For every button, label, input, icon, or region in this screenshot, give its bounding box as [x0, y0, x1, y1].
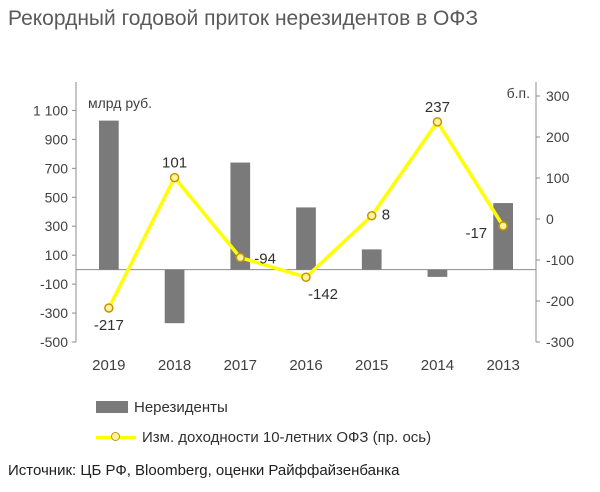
- bar: [296, 207, 316, 270]
- left-tick-label: -500: [40, 334, 68, 350]
- left-tick-label: 700: [45, 160, 69, 176]
- data-label: 8: [382, 207, 390, 224]
- line-series: [104, 117, 508, 313]
- left-tick-label: -300: [40, 305, 68, 321]
- category-label: 2014: [421, 357, 454, 374]
- legend-item-bars: Нерезиденты: [96, 396, 431, 418]
- data-label: 237: [425, 99, 450, 116]
- line-point: [104, 303, 114, 313]
- chart-title: Рекордный годовой приток нерезидентов в …: [8, 7, 479, 30]
- source-note: Источник: ЦБ РФ, Bloomberg, оценки Райфф…: [8, 462, 400, 479]
- right-tick-label: -100: [546, 252, 574, 268]
- data-label: 101: [162, 155, 187, 172]
- chart-labels: -217 101 -94 -142 8 237 -17: [94, 99, 487, 334]
- legend-swatch-line: [96, 430, 136, 444]
- right-tick-label: -300: [546, 334, 574, 350]
- left-axis-unit: млрд руб.: [88, 95, 152, 111]
- bar: [164, 269, 185, 324]
- chart-legend: Нерезиденты Изм. доходности 10-летних ОФ…: [96, 396, 431, 456]
- left-tick-label: 100: [45, 247, 69, 263]
- left-tick-label: -100: [40, 276, 68, 292]
- legend-item-line: Изм. доходности 10-летних ОФЗ (пр. ось): [96, 426, 431, 448]
- bar: [427, 269, 448, 277]
- bar: [230, 162, 251, 270]
- chart-axes: 1 100 900 700 500 300 100 -100 -300 -500 млрд руб…: [33, 82, 574, 374]
- category-label: 2015: [355, 357, 388, 374]
- right-tick-label: 100: [546, 170, 570, 186]
- bar: [99, 120, 119, 270]
- right-tick-label: 200: [546, 129, 570, 145]
- left-tick-label: 300: [45, 218, 69, 234]
- right-tick-label: 300: [546, 88, 570, 104]
- left-tick-label: 1 100: [33, 102, 68, 118]
- right-tick-label: 0: [546, 211, 554, 227]
- left-tick-label: 900: [45, 131, 69, 147]
- bar-series: [99, 120, 513, 324]
- category-label: 2017: [224, 357, 257, 374]
- line-point: [301, 272, 311, 282]
- data-label: -94: [254, 251, 276, 268]
- category-label: 2013: [486, 357, 519, 374]
- bar: [361, 249, 382, 270]
- line-point: [235, 252, 246, 263]
- line-point: [498, 221, 508, 231]
- legend-swatch-bar: [96, 401, 128, 413]
- line-point: [366, 210, 377, 221]
- right-axis-unit: б.п.: [507, 85, 530, 101]
- data-label: -142: [308, 286, 338, 303]
- left-tick-label: 500: [45, 189, 69, 205]
- legend-label-bars: Нерезиденты: [134, 398, 228, 416]
- legend-label-line: Изм. доходности 10-летних ОФЗ (пр. ось): [142, 428, 432, 446]
- line-point: [432, 117, 443, 127]
- category-label: 2016: [289, 357, 322, 374]
- category-label: 2018: [158, 357, 191, 374]
- right-tick-label: -200: [546, 293, 574, 309]
- line-point: [169, 172, 180, 183]
- data-label: -217: [94, 317, 124, 334]
- category-label: 2019: [92, 357, 125, 374]
- chart-canvas: 1 100 900 700 500 300 100 -100 -300 -500 млрд руб…: [33, 82, 574, 374]
- data-label: -17: [465, 225, 487, 242]
